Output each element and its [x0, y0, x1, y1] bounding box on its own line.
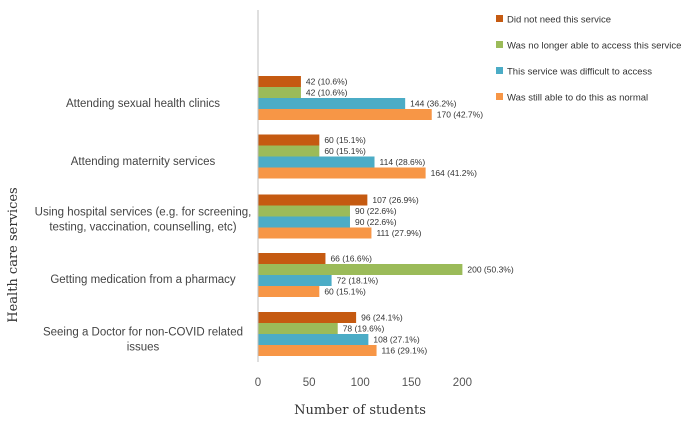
category-label: Using hospital services (e.g. for screen… [35, 207, 252, 234]
x-tick-label: 50 [303, 377, 316, 389]
x-axis-ticks: 0 50 100 150 200 [255, 377, 472, 389]
legend-label: Was still able to do this as normal [507, 93, 648, 104]
data-label: 170 (42.7%) [437, 110, 483, 120]
legend-swatch [496, 15, 503, 22]
data-label: 108 (27.1%) [373, 335, 419, 345]
data-label: 114 (28.6%) [380, 157, 426, 167]
legend-label: This service was difficult to access [507, 67, 652, 78]
data-label: 200 (50.3%) [467, 265, 513, 275]
data-label: 42 (10.6%) [306, 77, 348, 87]
x-tick-label: 0 [255, 377, 261, 389]
legend-swatch [496, 41, 503, 48]
data-label: 60 (15.1%) [324, 287, 366, 297]
bar [258, 134, 320, 146]
data-label: 116 (29.1%) [382, 346, 428, 356]
bar [258, 205, 350, 217]
category-label: Seeing a Doctor for non-COVID related iss… [43, 327, 243, 354]
category-label: Getting medication from a pharmacy [50, 274, 236, 286]
category-label: Attending sexual health clinics [66, 98, 220, 110]
bar [258, 334, 369, 345]
x-axis-title: Number of students [294, 403, 426, 418]
bar [258, 194, 368, 206]
bar [258, 109, 432, 120]
data-label: 107 (26.9%) [372, 195, 418, 205]
x-tick-label: 200 [453, 377, 472, 389]
category-label: Attending maternity services [71, 156, 216, 168]
data-label: 60 (15.1%) [324, 146, 366, 156]
bar [258, 253, 326, 264]
bar [258, 323, 338, 334]
bar [258, 345, 377, 356]
legend-swatch [496, 93, 503, 100]
data-label: 78 (19.6%) [343, 324, 385, 334]
bar [258, 275, 332, 286]
legend: Did not need this service Was no longer a… [496, 15, 681, 104]
bar [258, 156, 375, 168]
data-label: 96 (24.1%) [361, 313, 403, 323]
category-labels: Attending sexual health clinics Attending… [35, 98, 252, 354]
data-label: 60 (15.1%) [324, 135, 366, 145]
bar [258, 98, 406, 109]
bar [258, 227, 372, 239]
y-axis-title: Health care services [6, 187, 21, 322]
data-label: 111 (27.9%) [376, 228, 421, 238]
data-label: 144 (36.2%) [410, 99, 456, 109]
legend-label: Was no longer able to access this servic… [507, 41, 681, 52]
data-label: 164 (41.2%) [431, 168, 477, 178]
data-label: 66 (16.6%) [330, 254, 372, 264]
data-label: 90 (22.6%) [355, 217, 397, 227]
bar [258, 167, 426, 179]
data-label: 72 (18.1%) [337, 276, 379, 286]
bars [258, 76, 463, 356]
x-tick-label: 150 [402, 377, 421, 389]
bar [258, 312, 357, 323]
x-tick-label: 100 [351, 377, 370, 389]
bar [258, 264, 463, 275]
legend-swatch [496, 67, 503, 74]
data-label: 90 (22.6%) [355, 206, 397, 216]
bar [258, 76, 301, 87]
bar [258, 145, 320, 157]
bar [258, 286, 320, 297]
legend-label: Did not need this service [507, 15, 611, 26]
data-labels: 42 (10.6%) 60 (15.1%) 107 (26.9%) 66 (16.6%… [306, 77, 514, 356]
data-label: 42 (10.6%) [306, 88, 348, 98]
bar [258, 216, 350, 228]
bar [258, 87, 301, 98]
